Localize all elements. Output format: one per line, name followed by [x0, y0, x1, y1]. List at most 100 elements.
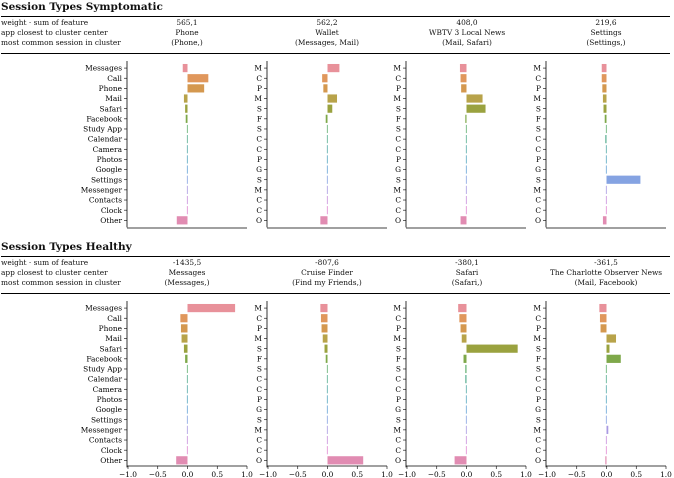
symptomatic-p3-ytick-label: P: [396, 84, 401, 93]
healthy-p4-xtick-label: −1.0: [538, 470, 556, 478]
symptomatic-p1-bar-photos: [186, 155, 188, 164]
healthy-p1-ytick-label: Google: [96, 405, 122, 414]
symptomatic-p2-ytick-label: P: [257, 155, 262, 164]
healthy-p1-ytick-label: Facebook: [86, 354, 122, 363]
healthy-p1-bar-phone: [180, 324, 188, 333]
hea-col2-weight: -807,6: [315, 258, 339, 267]
healthy-p2-bar-safari: [324, 344, 328, 353]
healthy-p3-xtick-label: −1.0: [398, 470, 416, 478]
healthy-p1-bar-clock: [186, 446, 188, 455]
symptomatic-p2-ytick-label: M: [254, 185, 262, 194]
symptomatic-p1-ytick-label: Clock: [101, 206, 123, 215]
healthy-p3-ytick-label: S: [396, 344, 401, 353]
symptomatic-p4-ytick-label: C: [535, 196, 541, 205]
symptomatic-p3-ytick-label: C: [395, 196, 401, 205]
healthy-p2-ytick-label: O: [256, 456, 262, 465]
symptomatic-p3-bar-call: [460, 74, 467, 83]
symptomatic-p2-bar-facebook: [325, 114, 328, 123]
symptomatic-p1-ytick-label: Phone: [99, 84, 122, 93]
healthy-p2-xtick-label: 0.5: [351, 470, 363, 478]
symptomatic-p2-ytick-label: C: [256, 74, 262, 83]
healthy-p4-bar-call: [599, 314, 607, 323]
healthy-p2-ytick-label: M: [254, 304, 262, 313]
healthy-p1-ytick-label: Camera: [93, 385, 123, 394]
healthy-p3-ytick-label: G: [395, 405, 401, 414]
healthy-p3-bar-google: [465, 405, 467, 414]
healthy-p4-ytick-label: C: [535, 375, 541, 384]
healthy-p1-ytick-label: Settings: [91, 415, 122, 424]
symptomatic-title: Session Types Symptomatic: [1, 1, 163, 13]
healthy-p4-ytick-label: C: [535, 385, 541, 394]
healthy-p1-ytick-label: Phone: [99, 324, 122, 333]
symptomatic-p3-bar-clock: [465, 206, 467, 215]
healthy-p2-ytick-label: S: [257, 344, 262, 353]
healthy-p1-bar-photos: [186, 395, 188, 404]
symptomatic-p3-ytick-label: O: [395, 216, 401, 225]
healthy-p2-ytick-label: C: [256, 385, 262, 394]
symptomatic-p4-bar-mail: [602, 94, 607, 103]
symptomatic-p2-bar-call: [322, 74, 328, 83]
healthy-p1-bar-camera: [186, 385, 188, 394]
sym-col1-app: Phone: [175, 28, 199, 37]
symptomatic-p4-bar-camera: [605, 145, 607, 154]
healthy-p3-ytick-label: C: [395, 446, 401, 455]
healthy-p3-bar-facebook: [463, 354, 467, 363]
symptomatic-p1-bar-other: [176, 216, 188, 225]
healthy-p4-bar-safari: [606, 344, 610, 353]
sym-col2-weight: 562,2: [316, 18, 338, 27]
symptomatic-p3-bar-study-app: [465, 124, 467, 134]
symptomatic-p2-ytick-label: S: [257, 104, 262, 113]
symptomatic-p1-bar-google: [186, 165, 188, 174]
healthy-top-rule: [1, 256, 670, 257]
symptomatic-p4-ytick-label: C: [535, 135, 541, 144]
sym-col3-app: WBTV 3 Local News: [428, 28, 506, 37]
symptomatic-p1-ytick-label: Contacts: [89, 196, 122, 205]
healthy-p2-bar-contacts: [326, 435, 328, 445]
healthy-p2-ytick-label: G: [256, 405, 262, 414]
symptomatic-p3-bar-google: [465, 165, 467, 174]
healthy-p1-bar-messenger: [186, 425, 188, 434]
symptomatic-p1-ytick-label: Messages: [85, 64, 122, 73]
symptomatic-p1-ytick-label: Google: [96, 165, 122, 174]
healthy-p4-ytick-label: G: [535, 405, 541, 414]
healthy-p1-bar-mail: [181, 334, 188, 343]
symptomatic-p1-ytick-label: Messenger: [81, 185, 123, 194]
symptomatic-p3-ytick-label: C: [395, 74, 401, 83]
symptomatic-p4-bar-call: [601, 74, 607, 83]
sym-col4-app: Settings: [590, 28, 622, 37]
hea-col4-session: (Mail, Facebook): [574, 278, 638, 287]
healthy-p1-ytick-label: Other: [100, 456, 122, 465]
healthy-p3-xtick-label: 1.0: [520, 470, 532, 478]
healthy-p1-ytick-label: Messenger: [81, 425, 123, 434]
hea-col2-session: (Find my Friends,): [292, 278, 362, 287]
healthy-p4-xtick-label: 1.0: [660, 470, 672, 478]
healthy-p2-ytick-label: C: [256, 436, 262, 445]
symptomatic-p2-bar-safari: [327, 104, 333, 113]
healthy-p4-bar-messages: [599, 303, 607, 313]
healthy-p1-ytick-label: Messages: [85, 304, 122, 313]
healthy-p2-bar-messenger: [326, 425, 328, 434]
symptomatic-p2-bar-photos: [326, 155, 328, 164]
symptomatic-p2-ytick-label: C: [256, 206, 262, 215]
symptomatic-p2-bar-messages: [327, 63, 340, 73]
symptomatic-p4-ytick-label: S: [536, 125, 541, 134]
symptomatic-p4-bar-phone: [602, 84, 607, 93]
healthy-p2-ytick-label: M: [254, 425, 262, 434]
healthy-p2-xtick-label: 1.0: [381, 470, 393, 478]
symptomatic-p3-ytick-label: C: [395, 145, 401, 154]
symptomatic-p4-bar-calendar: [605, 135, 607, 144]
symptomatic-p3-ytick-label: C: [395, 206, 401, 215]
symptomatic-p2-bar-contacts: [326, 195, 328, 205]
hea-col1-session: (Messages,): [164, 278, 210, 287]
symptomatic-p2-ytick-label: S: [257, 175, 262, 184]
symptomatic-p1-bar-clock: [186, 206, 188, 215]
healthy-p3-xtick-label: 0.5: [490, 470, 502, 478]
symptomatic-p2-ytick-label: M: [254, 94, 262, 103]
healthy-p3-ytick-label: C: [395, 314, 401, 323]
healthy-p4-bar-settings: [605, 415, 607, 424]
symptomatic-top-rule: [1, 16, 670, 17]
symptomatic-p4-ytick-label: S: [536, 104, 541, 113]
healthy-p3-bar-messages: [458, 303, 467, 313]
symptomatic-p3-ytick-label: M: [393, 94, 401, 103]
healthy-p4-bar-facebook: [606, 354, 621, 363]
